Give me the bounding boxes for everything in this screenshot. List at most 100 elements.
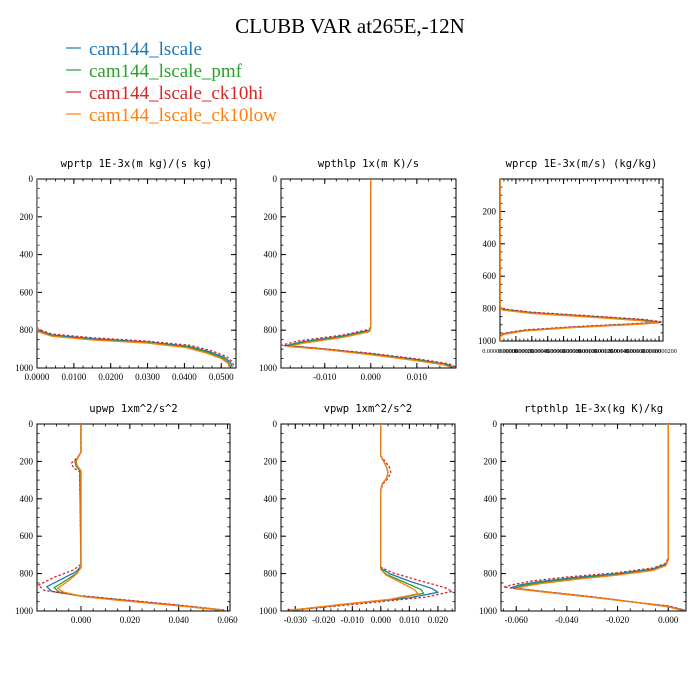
series-line-cam144_lscale_ck10low: [289, 424, 419, 611]
chart-panel: upwp 1xm^2/s^2 0 200 400 600 800 1000 0.000 0.02…: [15, 403, 238, 625]
figure-title: CLUBB VAR at265E,-12N: [235, 14, 465, 38]
legend-label-lscale: cam144_lscale: [89, 39, 202, 60]
series-group: [37, 179, 235, 368]
y-tick-label: 400: [264, 250, 278, 260]
series-line-cam144_lscale_ck10low: [288, 179, 451, 368]
legend-entry: cam144_lscale_pmf: [66, 61, 243, 82]
x-tick-label: 0.0200: [98, 372, 123, 382]
panel-title: rtpthlp 1E-3x(kg K)/kg: [524, 403, 663, 415]
x-tick-label: 0.000: [371, 615, 392, 625]
x-tick-label: 0.0000000020: [498, 348, 534, 355]
legend-entry: cam144_lscale_ck10hi: [66, 83, 263, 104]
series-line-cam144_lscale_pmf: [292, 424, 425, 611]
panel-title: upwp 1xm^2/s^2: [89, 403, 178, 415]
x-tick-label: 0.0000000040: [514, 348, 550, 355]
x-tick-label: 0.0000000000: [482, 348, 518, 355]
panels: wprtp 1E-3x(m kg)/(s kg) 0 200 400 600 800 100…: [15, 158, 687, 625]
x-tick-label: 0.0100: [61, 372, 86, 382]
series-line-cam144_lscale_ck10hi: [502, 424, 685, 611]
series-group: [286, 424, 453, 611]
y-tick-label: 200: [264, 456, 278, 466]
chart-panel: wprcp 1E-3x(m/s) (kg/kg) 200 400 600 800 1000…: [478, 158, 677, 355]
series-group: [281, 179, 456, 368]
y-tick-label: 200: [264, 212, 278, 222]
y-tick-label: 800: [20, 325, 34, 335]
chart-panel: wpthlp 1x(m K)/s 0 200 400 600 800 1000 -0.010 0…: [259, 158, 457, 382]
x-tick-label: 0.0000: [25, 372, 50, 382]
x-tick-label: 0.020: [428, 615, 449, 625]
y-tick-label: 0: [273, 419, 278, 429]
y-tick-label: 1000: [479, 606, 498, 616]
x-tick-label: 0.0400: [172, 372, 197, 382]
y-tick-label: 200: [20, 212, 34, 222]
x-tick-label: 0.0500: [209, 372, 234, 382]
series-line-cam144_lscale: [510, 424, 684, 611]
x-tick-label: 0.0000000200: [641, 348, 677, 355]
x-tick-label: -0.010: [313, 372, 337, 382]
x-tick-label: -0.040: [555, 615, 579, 625]
series-line-cam144_lscale: [295, 424, 439, 611]
x-tick-label: 0.0000000120: [578, 348, 614, 355]
x-tick-label: -0.010: [341, 615, 365, 625]
y-tick-label: 800: [264, 569, 278, 579]
series-line-cam144_lscale_ck10hi: [37, 179, 235, 368]
series-line-cam144_lscale: [284, 179, 454, 368]
y-tick-label: 0: [493, 419, 498, 429]
y-tick-label: 600: [20, 531, 34, 541]
x-tick-label: 0.0300: [135, 372, 160, 382]
series-line-cam144_lscale_ck10hi: [37, 424, 226, 611]
series-line-cam144_lscale_pmf: [37, 179, 232, 368]
series-line-cam144_lscale_ck10low: [500, 179, 659, 341]
y-tick-label: 600: [20, 287, 34, 297]
x-tick-label: 0.010: [407, 372, 428, 382]
x-tick-label: 0.0000000180: [625, 348, 661, 355]
y-tick-label: 1000: [259, 606, 278, 616]
series-line-cam144_lscale_ck10hi: [500, 179, 663, 341]
x-tick-label: 0.020: [120, 615, 141, 625]
x-tick-label: 0.0000000100: [562, 348, 598, 355]
x-tick-label: 0.0000000140: [594, 348, 630, 355]
legend-entry: cam144_lscale: [66, 39, 202, 60]
legend-entry: cam144_lscale_ck10low: [66, 105, 277, 126]
panel-title: wprtp 1E-3x(m kg)/(s kg): [61, 158, 213, 170]
x-tick-label: 0.060: [217, 615, 238, 625]
y-tick-label: 0: [29, 174, 34, 184]
y-tick-label: 0: [29, 419, 34, 429]
y-tick-label: 1000: [259, 363, 278, 373]
x-tick-label: 0.040: [169, 615, 190, 625]
x-tick-label: -0.060: [505, 615, 529, 625]
y-tick-label: 400: [264, 494, 278, 504]
y-tick-label: 1000: [15, 606, 34, 616]
panel-title: wpthlp 1x(m K)/s: [318, 158, 419, 170]
y-tick-label: 600: [483, 271, 497, 281]
series-line-cam144_lscale: [46, 424, 223, 611]
y-tick-label: 800: [483, 304, 497, 314]
x-tick-label: 0.0000000080: [546, 348, 582, 355]
series-line-cam144_lscale_ck10low: [57, 424, 223, 611]
legend-label-ck10low: cam144_lscale_ck10low: [89, 105, 277, 126]
chart-panel: vpwp 1xm^2/s^2 0 200 400 600 800 1000 -0.030 -0.…: [259, 403, 456, 625]
x-tick-label: 0.010: [399, 615, 420, 625]
legend: cam144_lscale cam144_lscale_pmf cam144_l…: [66, 39, 277, 126]
x-tick-label: 0.000: [361, 372, 382, 382]
y-tick-label: 200: [484, 456, 498, 466]
y-tick-label: 0: [273, 174, 278, 184]
y-tick-label: 400: [20, 250, 34, 260]
x-tick-label: -0.020: [312, 615, 336, 625]
x-tick-label: 0.000: [71, 615, 92, 625]
y-tick-label: 200: [20, 456, 34, 466]
y-tick-label: 800: [264, 325, 278, 335]
y-tick-label: 1000: [478, 336, 497, 346]
y-tick-label: 800: [20, 569, 34, 579]
y-tick-label: 1000: [15, 363, 34, 373]
series-line-cam144_lscale_pmf: [53, 424, 221, 611]
y-tick-label: 200: [483, 206, 497, 216]
x-tick-label: -0.030: [284, 615, 308, 625]
y-tick-label: 400: [20, 494, 34, 504]
series-line-cam144_lscale_ck10hi: [286, 424, 453, 611]
y-tick-label: 600: [484, 531, 498, 541]
series-group: [37, 424, 226, 611]
x-tick-label: 0.0000000060: [530, 348, 566, 355]
chart-panel: rtpthlp 1E-3x(kg K)/kg02004006008001000-…: [479, 403, 687, 625]
